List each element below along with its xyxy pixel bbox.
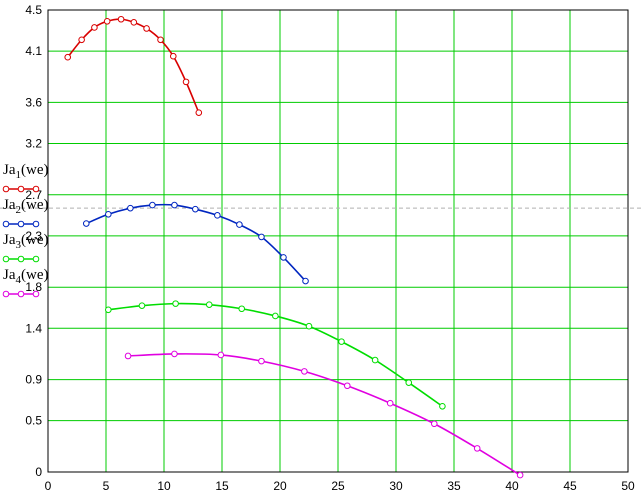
series-2-point	[192, 205, 199, 213]
series-4-line	[128, 353, 521, 476]
y-tick-label: 3.2	[25, 136, 42, 150]
x-tick-label: 20	[273, 479, 287, 493]
series-1-point	[78, 36, 85, 44]
y-tick-label: 1.8	[25, 280, 42, 294]
x-axis-ticks: 0 5 10 15 20 25 30 35 40 45 50	[45, 479, 635, 493]
y-tick-label: 1.4	[25, 321, 42, 335]
series-3-point	[405, 379, 413, 386]
series-2-point	[280, 254, 287, 261]
y-tick-label: 0.9	[25, 373, 42, 387]
x-tick-label: 35	[447, 479, 461, 493]
legend-entry-2: Ja2(we)	[2, 197, 48, 228]
series-1-point	[195, 109, 203, 116]
series-1-point	[182, 78, 190, 86]
plot-frame	[47, 9, 629, 473]
y-tick-label: 4.5	[25, 3, 42, 17]
series-1	[64, 15, 203, 116]
legend-swatch-marker	[32, 255, 40, 263]
series-1-point	[169, 52, 177, 60]
x-tick-label: 15	[215, 479, 229, 493]
series-2-point	[149, 201, 156, 209]
series-2-point	[258, 233, 265, 241]
y-tick-label: 3.6	[25, 95, 42, 109]
series-3-point	[338, 338, 345, 345]
y-tick-label: 0.5	[25, 414, 42, 428]
legend-entry-1: Ja1(we)	[2, 162, 48, 193]
series-4-point	[171, 350, 178, 358]
legend-entry-3: Ja3(we)	[2, 232, 48, 263]
x-tick-label: 10	[157, 479, 171, 493]
legend-label: Ja1(we)	[3, 162, 48, 181]
series-2-point	[236, 221, 243, 228]
series-3-point	[105, 306, 112, 314]
legend: Ja1(we) Ja2(we) Ja3(we) Ja4(we)	[2, 162, 48, 298]
series-2-line	[85, 203, 307, 282]
series-4-point	[386, 399, 394, 407]
x-tick-label: 25	[331, 479, 345, 493]
legend-swatch-marker	[32, 185, 40, 193]
series-3-point	[172, 300, 179, 307]
legend-swatch-marker	[32, 220, 40, 228]
series-3-point	[138, 302, 146, 309]
legend-swatch-marker	[17, 255, 25, 263]
legend-label: Ja3(we)	[3, 232, 48, 251]
series-3-point	[238, 305, 246, 313]
series-4-point	[430, 420, 438, 428]
legend-swatch-marker	[2, 185, 10, 193]
series-2-point	[302, 277, 309, 285]
series-1-point	[143, 25, 150, 32]
legend-swatch-marker	[17, 220, 25, 228]
series-1-point	[157, 36, 164, 44]
legend-label: Ja4(we)	[3, 267, 48, 286]
series-4-point	[301, 368, 308, 375]
series-2-point	[105, 211, 112, 218]
x-tick-label: 5	[103, 479, 110, 493]
series-1-point	[64, 53, 72, 61]
legend-entry-4: Ja4(we)	[2, 267, 48, 298]
legend-label: Ja2(we)	[3, 197, 48, 216]
series-2-point	[127, 204, 134, 212]
series-3-point	[371, 356, 379, 364]
legend-swatch-marker	[2, 255, 10, 263]
series-3-point	[439, 402, 446, 410]
x-tick-label: 30	[389, 479, 403, 493]
series-1-point	[117, 15, 125, 23]
series-1-point	[91, 24, 98, 31]
series-2	[82, 201, 309, 285]
series-4	[124, 350, 524, 479]
y-tick-label: 4.1	[25, 44, 42, 58]
series-4-point	[258, 357, 265, 365]
y-tick-label: 2.3	[25, 229, 42, 243]
x-tick-label: 50	[621, 479, 635, 493]
series-4-point	[124, 352, 132, 360]
series-1-point	[130, 19, 138, 26]
series	[64, 15, 524, 479]
legend-swatch-marker	[32, 290, 40, 298]
series-2-point	[214, 212, 221, 219]
series-3	[105, 300, 446, 410]
series-4-point	[473, 445, 481, 452]
series-4-point	[516, 471, 524, 479]
grid	[47, 9, 629, 473]
series-3-point	[205, 301, 213, 308]
x-tick-label: 0	[45, 479, 52, 493]
series-4-point	[343, 382, 351, 390]
series-3-point	[305, 322, 313, 330]
legend-swatch-marker	[2, 220, 10, 228]
x-tick-label: 45	[563, 479, 577, 493]
series-1-line	[67, 18, 200, 113]
x-tick-label: 40	[505, 479, 519, 493]
series-1-point	[103, 17, 111, 25]
legend-swatch-marker	[17, 185, 25, 193]
series-2-point	[171, 201, 178, 209]
y-tick-label: 0	[35, 465, 42, 479]
series-4-point	[217, 351, 225, 359]
legend-swatch-marker	[17, 290, 25, 298]
series-2-point	[82, 220, 90, 227]
series-3-point	[272, 312, 279, 320]
legend-swatch-marker	[2, 290, 10, 298]
